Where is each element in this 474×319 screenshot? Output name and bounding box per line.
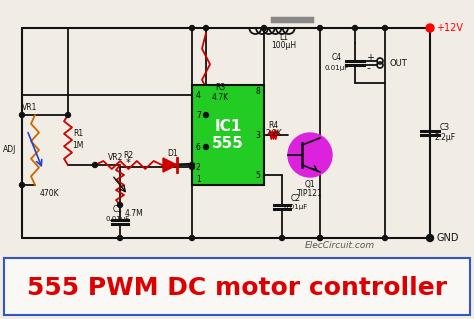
Circle shape — [383, 235, 388, 241]
Text: 2.2K: 2.2K — [265, 129, 282, 137]
Circle shape — [19, 182, 25, 188]
Text: C1: C1 — [113, 205, 123, 214]
Circle shape — [288, 133, 332, 177]
Text: 470K: 470K — [39, 189, 59, 197]
Circle shape — [383, 26, 388, 31]
Text: 0.01μF: 0.01μF — [106, 216, 130, 221]
Text: VR2: VR2 — [109, 152, 124, 161]
Text: 555 PWM DC motor controller: 555 PWM DC motor controller — [27, 276, 447, 300]
Text: 4.7M: 4.7M — [125, 209, 143, 218]
Circle shape — [203, 113, 209, 117]
Text: R3: R3 — [215, 83, 225, 92]
Text: 7: 7 — [196, 110, 201, 120]
Text: 1: 1 — [196, 174, 201, 183]
Circle shape — [318, 235, 322, 241]
Text: R2: R2 — [123, 152, 134, 160]
Circle shape — [92, 162, 98, 167]
Text: 0.01μF: 0.01μF — [284, 204, 308, 210]
Circle shape — [428, 235, 432, 241]
Circle shape — [318, 235, 322, 241]
Text: GND: GND — [437, 233, 459, 243]
Text: C4: C4 — [332, 54, 342, 63]
Text: R4: R4 — [268, 122, 279, 130]
Text: +12V: +12V — [437, 23, 464, 33]
Circle shape — [203, 26, 209, 31]
Text: OUT: OUT — [390, 58, 408, 68]
Text: 100μH: 100μH — [272, 41, 297, 50]
Circle shape — [190, 235, 194, 241]
Circle shape — [428, 26, 432, 31]
Circle shape — [262, 26, 266, 31]
Text: *: * — [126, 158, 131, 168]
Circle shape — [118, 203, 122, 207]
Text: 3: 3 — [255, 130, 260, 139]
Circle shape — [203, 145, 209, 150]
Text: C3: C3 — [440, 122, 450, 131]
Circle shape — [65, 113, 71, 117]
Text: IC1
555: IC1 555 — [212, 119, 244, 151]
Text: 4: 4 — [196, 91, 201, 100]
Text: -: - — [366, 63, 370, 73]
Text: 2: 2 — [196, 162, 201, 172]
Circle shape — [190, 26, 194, 31]
Polygon shape — [163, 158, 177, 172]
Text: R1: R1 — [73, 130, 83, 138]
Text: 6: 6 — [196, 143, 201, 152]
Text: ElecCircuit.com: ElecCircuit.com — [305, 241, 375, 249]
Text: 1M: 1M — [73, 140, 84, 150]
Bar — [192, 85, 264, 185]
Text: L1: L1 — [280, 33, 289, 42]
Circle shape — [353, 26, 357, 31]
Text: TIP121: TIP121 — [297, 189, 323, 197]
Text: D1: D1 — [168, 149, 178, 158]
Circle shape — [426, 24, 434, 32]
Circle shape — [318, 26, 322, 31]
Circle shape — [190, 165, 194, 169]
Text: VR1: VR1 — [22, 102, 38, 112]
Text: 8: 8 — [255, 86, 260, 95]
Text: 5: 5 — [255, 170, 260, 180]
Circle shape — [280, 235, 284, 241]
FancyBboxPatch shape — [4, 258, 470, 315]
Text: 2.2μF: 2.2μF — [435, 132, 456, 142]
Text: C2: C2 — [291, 194, 301, 203]
Text: ADJ: ADJ — [3, 145, 17, 154]
Text: +: + — [366, 53, 374, 63]
Circle shape — [190, 162, 194, 167]
Text: 4.7K: 4.7K — [211, 93, 228, 102]
Circle shape — [427, 234, 434, 241]
Text: Q1: Q1 — [305, 181, 315, 189]
Circle shape — [19, 113, 25, 117]
Text: 0.01μF: 0.01μF — [325, 65, 349, 71]
Circle shape — [118, 235, 122, 241]
